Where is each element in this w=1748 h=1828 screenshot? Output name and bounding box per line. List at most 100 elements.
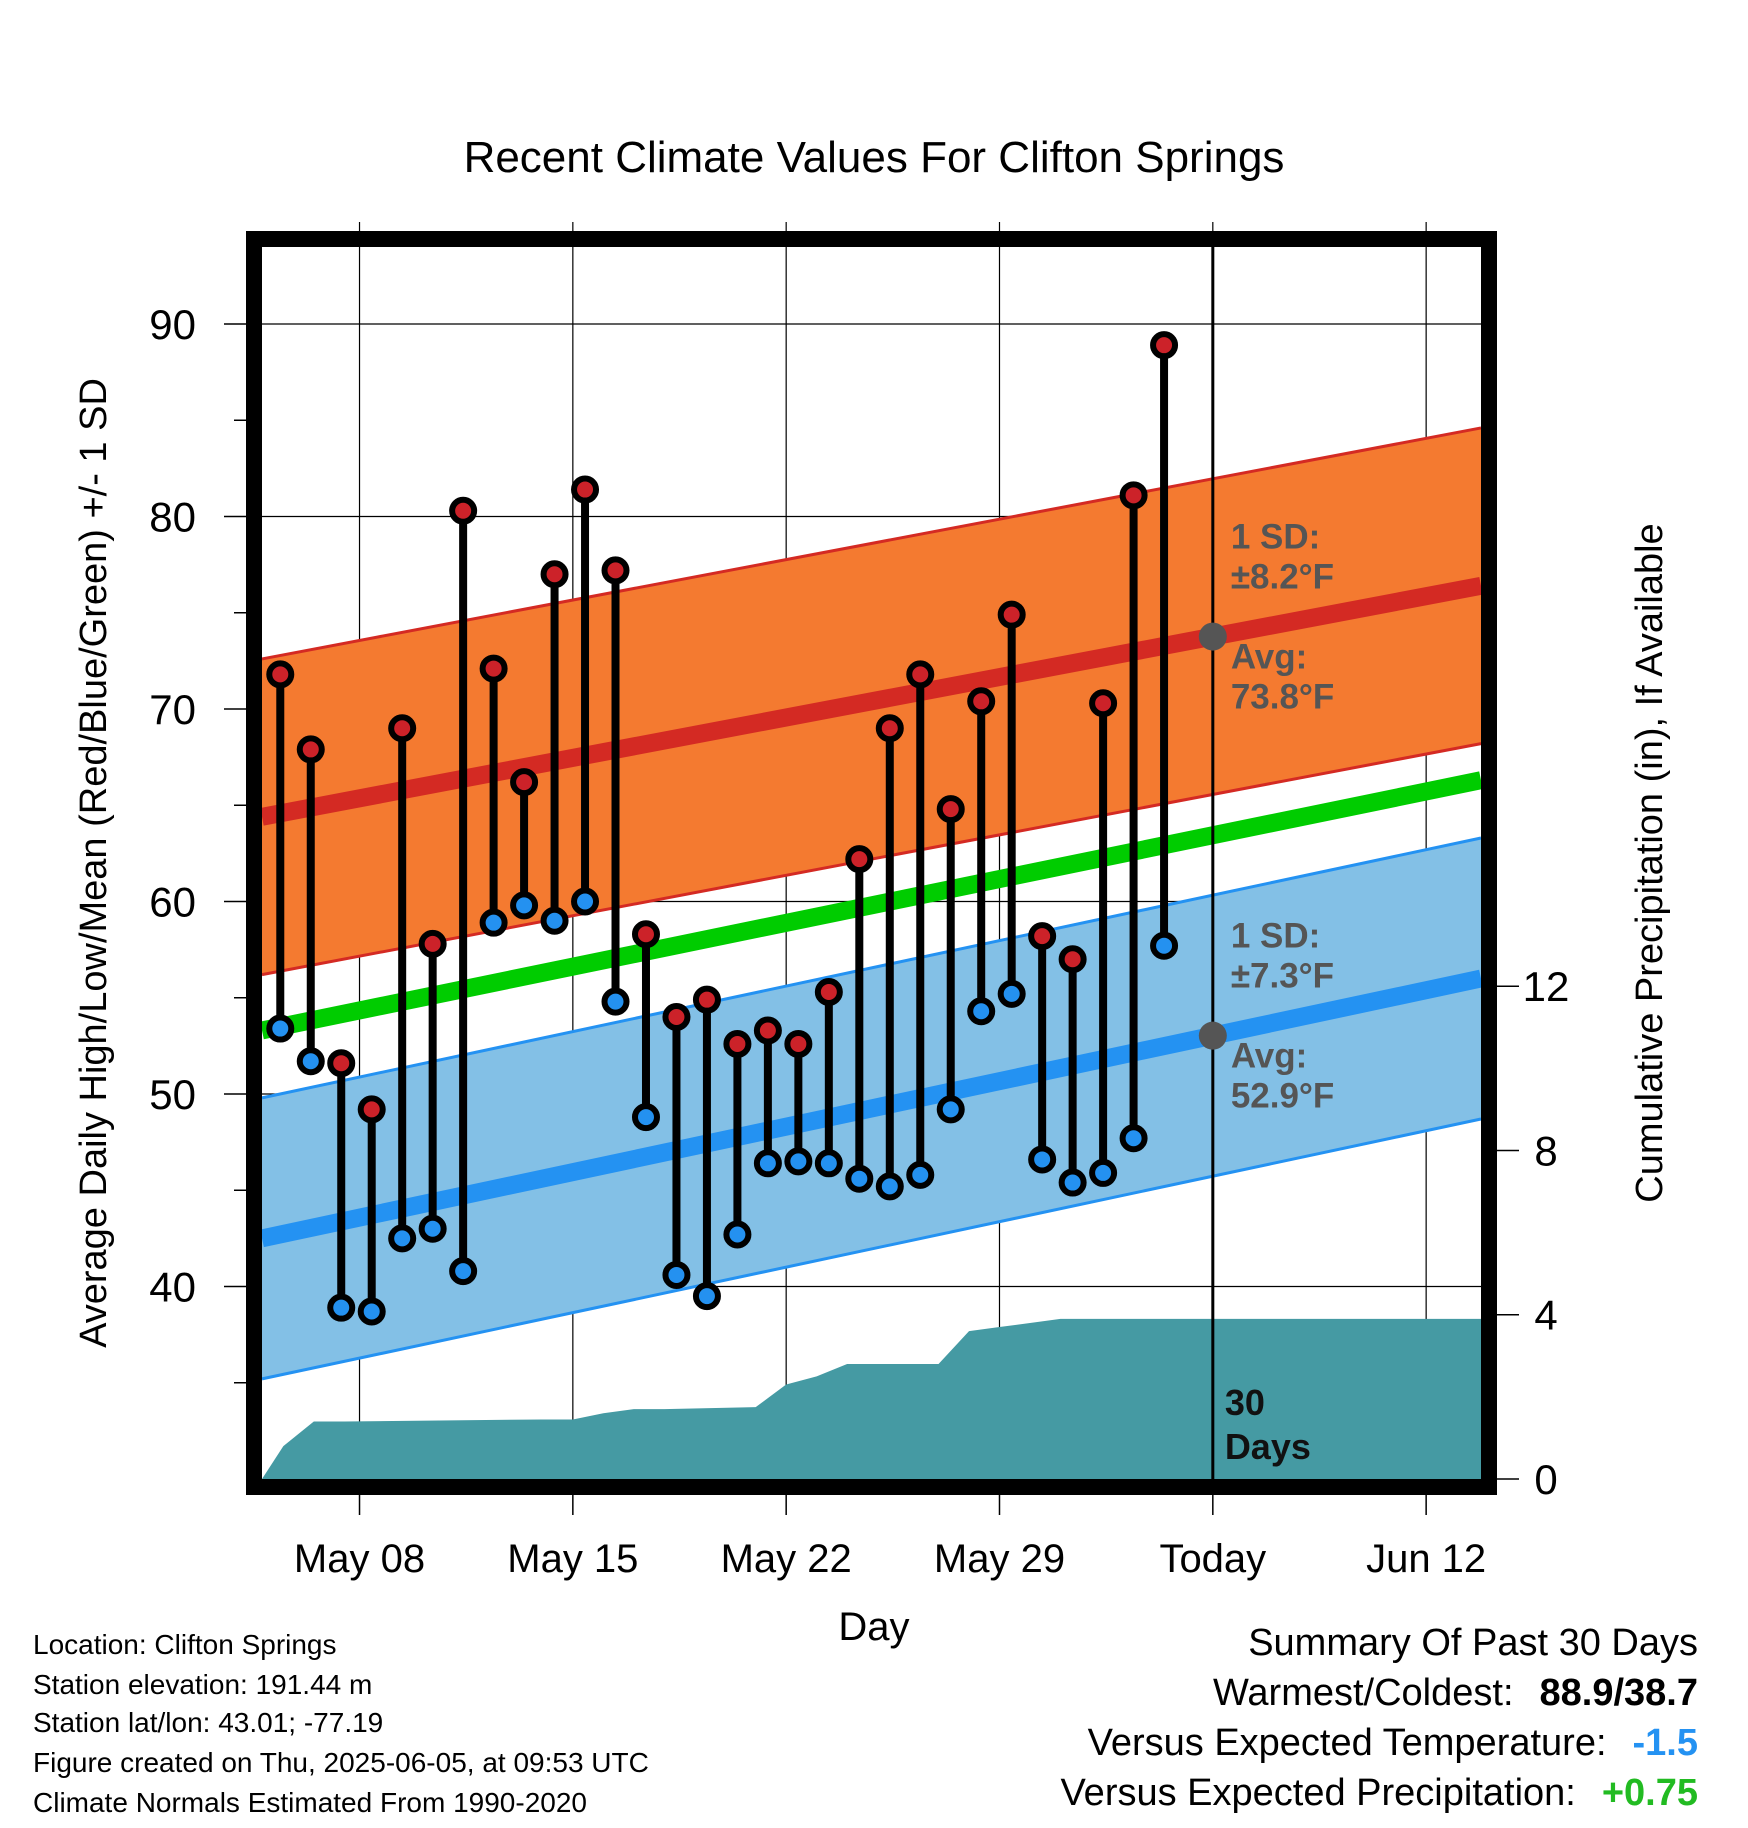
x-tick-label: Jun 12: [1366, 1537, 1486, 1581]
x-tick-label: May 22: [721, 1537, 852, 1581]
obs-high-point: [479, 654, 508, 683]
summary-precip-value: +0.75: [1601, 1772, 1698, 1814]
obs-high-point: [723, 1029, 752, 1058]
obs-low-point: [479, 908, 508, 937]
y-tick-label: 80: [149, 494, 196, 541]
obs-low-point: [723, 1220, 752, 1249]
low-avg-dot: [1198, 1021, 1227, 1050]
obs-high-point: [571, 475, 600, 504]
x-tick-label: Today: [1159, 1537, 1266, 1581]
summary-precip: Versus Expected Precipitation: +0.75: [1060, 1772, 1698, 1815]
low-avg-value: 52.9°F: [1231, 1077, 1335, 1116]
obs-low-point: [875, 1172, 904, 1201]
chart-title: Recent Climate Values For Clifton Spring…: [464, 133, 1285, 182]
info-latlon: Station lat/lon: 43.01; -77.19: [33, 1707, 384, 1738]
obs-high-point: [1028, 922, 1057, 951]
obs-high-point: [875, 714, 904, 743]
obs-high-point: [601, 556, 630, 585]
y-tick-label: 70: [149, 686, 196, 733]
obs-high-point: [753, 1016, 782, 1045]
obs-low-point: [692, 1282, 721, 1311]
today-annotation-text: 30: [1225, 1382, 1265, 1423]
obs-low-point: [784, 1147, 813, 1176]
plot-frame: [246, 231, 1497, 1495]
summary-temp-label: Versus Expected Temperature:: [1087, 1722, 1607, 1764]
obs-high-point: [1119, 481, 1148, 510]
obs-high-point: [540, 560, 569, 589]
summary-temp: Versus Expected Temperature: -1.5: [1088, 1722, 1698, 1765]
obs-low-point: [388, 1224, 417, 1253]
x-tick-label: May 29: [934, 1537, 1065, 1581]
obs-high-point: [449, 496, 478, 525]
precip-area: [262, 1318, 1481, 1479]
obs-high-point: [967, 687, 996, 716]
obs-low-point: [906, 1160, 935, 1189]
obs-low-point: [631, 1103, 660, 1132]
x-tick-label: May 15: [507, 1537, 638, 1581]
info-elevation: Station elevation: 191.44 m: [33, 1669, 373, 1700]
y2-axis-title: Cumulative Precipitation (in), If Availa…: [1629, 523, 1671, 1202]
obs-low-point: [540, 906, 569, 935]
obs-high-point: [296, 735, 325, 764]
x-tick-label: May 08: [294, 1537, 425, 1581]
y-tick-label: 60: [149, 879, 196, 926]
y-tick-label: 40: [149, 1264, 196, 1311]
obs-low-point: [936, 1095, 965, 1124]
low-sd-value: ±7.3°F: [1231, 957, 1334, 996]
obs-low-point: [1058, 1168, 1087, 1197]
obs-high-point: [692, 985, 721, 1014]
obs-low-point: [1150, 931, 1179, 960]
obs-high-point: [388, 714, 417, 743]
x-axis-title: Day: [838, 1605, 909, 1649]
summary-warmest-value: 88.9/38.7: [1539, 1672, 1698, 1714]
obs-high-point: [266, 660, 295, 689]
y2-tick-label: 8: [1534, 1127, 1557, 1174]
obs-high-point: [510, 768, 539, 797]
obs-low-point: [967, 997, 996, 1026]
obs-low-point: [814, 1149, 843, 1178]
obs-high-point: [1058, 945, 1087, 974]
precipitation-area: [262, 1318, 1481, 1479]
obs-high-point: [631, 920, 660, 949]
obs-low-point: [266, 1014, 295, 1043]
obs-low-point: [662, 1260, 691, 1289]
observations: [266, 331, 1179, 1326]
info-normals: Climate Normals Estimated From 1990-2020: [33, 1787, 587, 1818]
y2-tick-label: 4: [1534, 1292, 1557, 1339]
obs-low-point: [510, 891, 539, 920]
obs-low-point: [753, 1149, 782, 1178]
obs-low-point: [1089, 1158, 1118, 1187]
obs-low-point: [571, 887, 600, 916]
summary-precip-label: Versus Expected Precipitation:: [1060, 1772, 1576, 1814]
obs-low-point: [357, 1297, 386, 1326]
y-tick-label: 50: [149, 1071, 196, 1118]
obs-low-point: [296, 1047, 325, 1076]
obs-low-point: [601, 987, 630, 1016]
obs-high-point: [997, 600, 1026, 629]
info-location: Location: Clifton Springs: [33, 1629, 337, 1660]
obs-high-point: [357, 1095, 386, 1124]
plot-border: [246, 231, 1497, 1495]
today-annotation-text: Days: [1225, 1426, 1311, 1467]
obs-high-point: [1089, 689, 1118, 718]
high-sd-label: 1 SD:: [1231, 518, 1320, 557]
high-avg-value: 73.8°F: [1231, 678, 1335, 717]
obs-low-point: [845, 1164, 874, 1193]
summary-title: Summary Of Past 30 Days: [1248, 1622, 1698, 1664]
obs-low-point: [418, 1214, 447, 1243]
obs-high-point: [662, 1003, 691, 1031]
obs-high-point: [906, 660, 935, 689]
low-avg-label: Avg:: [1231, 1037, 1307, 1076]
y2-tick-label: 0: [1534, 1456, 1557, 1503]
obs-low-point: [449, 1257, 478, 1286]
obs-low-point: [1119, 1124, 1148, 1153]
obs-high-point: [936, 795, 965, 824]
high-avg-dot: [1198, 622, 1227, 651]
high-sd-value: ±8.2°F: [1231, 558, 1334, 597]
obs-low-point: [997, 979, 1026, 1008]
high-avg-label: Avg:: [1231, 638, 1307, 677]
obs-high-point: [327, 1049, 356, 1078]
